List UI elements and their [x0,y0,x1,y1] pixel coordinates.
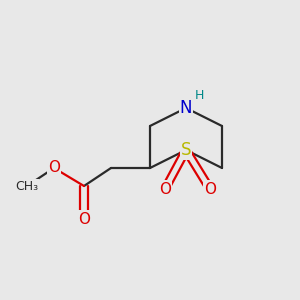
Text: S: S [181,141,191,159]
Text: N: N [180,99,192,117]
Text: H: H [195,89,204,103]
Text: O: O [48,160,60,175]
Text: O: O [159,182,171,196]
Text: CH₃: CH₃ [15,179,39,193]
Text: O: O [78,212,90,226]
Text: O: O [204,182,216,196]
